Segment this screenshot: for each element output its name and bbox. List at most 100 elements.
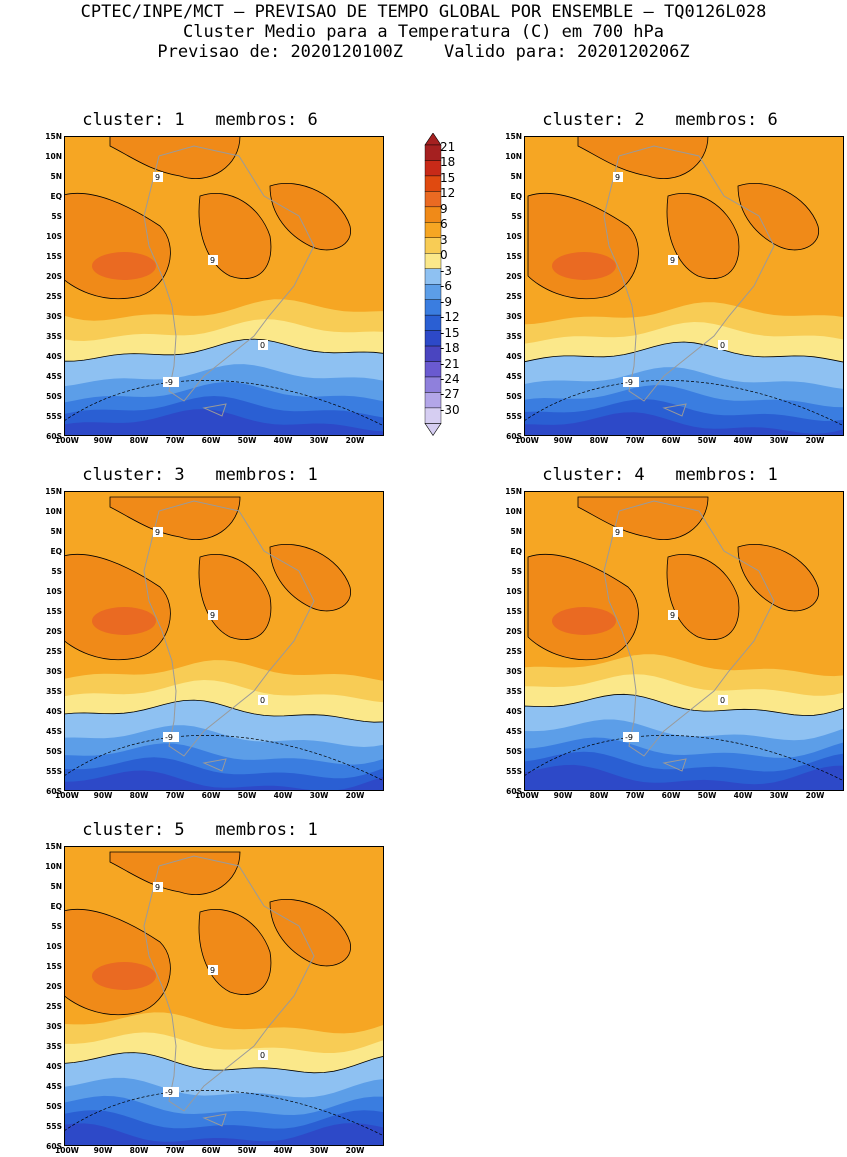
lon-tick-label: 90W [93, 791, 113, 800]
colorbar-label: 9 [440, 201, 448, 216]
lon-tick-label: 80W [589, 791, 609, 800]
panel-title: cluster: 1 membros: 6 [82, 110, 318, 130]
colorbar-label: 6 [440, 217, 448, 232]
lon-tick-label: 60W [201, 436, 221, 445]
svg-text:-9: -9 [165, 1088, 173, 1097]
svg-text:0: 0 [720, 341, 725, 350]
lat-tick-label: 15S [506, 252, 522, 261]
svg-text:-9: -9 [165, 378, 173, 387]
svg-text:-9: -9 [625, 733, 633, 742]
lon-tick-label: 40W [733, 436, 753, 445]
lat-tick-label: EQ [510, 192, 523, 201]
colorbar-label: -21 [440, 356, 460, 371]
temperature-map: 9 9 0 -9 [524, 491, 844, 791]
lon-tick-label: 20W [345, 791, 365, 800]
svg-text:9: 9 [155, 173, 160, 182]
map-panel-4: cluster: 4 membros: 1 9 9 0 -9 15N 10N 5N EQ 5S 10… [460, 465, 844, 800]
lat-tick-label: 5S [51, 922, 62, 931]
lon-tick-label: 50W [237, 436, 257, 445]
lat-tick-label: 50S [506, 747, 522, 756]
colorbar-label: 15 [440, 170, 456, 185]
lon-tick-label: 70W [165, 1146, 185, 1155]
lat-tick-label: 40S [46, 707, 62, 716]
lat-tick-label: 5N [50, 527, 63, 536]
lat-tick-label: 25S [506, 292, 522, 301]
svg-text:9: 9 [615, 528, 620, 537]
lat-tick-label: 25S [46, 1002, 62, 1011]
lon-tick-label: 30W [769, 791, 789, 800]
lat-tick-label: 50S [46, 392, 62, 401]
lat-tick-label: 30S [46, 1022, 62, 1031]
map-panel-3: cluster: 3 membros: 1 9 9 0 -9 15N 10N 5N EQ 5S 10… [0, 465, 384, 800]
lat-tick-label: 5N [50, 172, 63, 181]
lat-tick-label: 25S [506, 647, 522, 656]
lat-tick-label: EQ [50, 902, 63, 911]
lat-tick-label: 40S [46, 1062, 62, 1071]
svg-text:9: 9 [615, 173, 620, 182]
lat-tick-label: 15S [46, 607, 62, 616]
lat-tick-label: EQ [50, 192, 63, 201]
panel-title: cluster: 2 membros: 6 [542, 110, 778, 130]
lon-tick-label: 60W [201, 1146, 221, 1155]
lat-tick-label: 20S [46, 627, 62, 636]
lat-tick-label: 20S [46, 272, 62, 281]
lat-tick-label: 15N [45, 842, 62, 851]
lat-tick-label: 5N [510, 172, 523, 181]
colorbar [423, 133, 483, 443]
lat-tick-label: 50S [46, 1102, 62, 1111]
lon-tick-label: 70W [625, 436, 645, 445]
lat-tick-label: 50S [506, 392, 522, 401]
colorbar-label: 18 [440, 155, 456, 170]
lat-tick-label: 10S [506, 232, 522, 241]
svg-text:9: 9 [210, 966, 215, 975]
map-panel-1: cluster: 1 membros: 6 9 9 0 -9 15N 10N 5N EQ 5S 10… [0, 110, 384, 445]
lat-tick-label: 5N [50, 882, 63, 891]
lat-tick-label: 30S [506, 667, 522, 676]
panel-title: cluster: 4 membros: 1 [542, 465, 778, 485]
lat-tick-label: 60S [506, 787, 522, 796]
lat-tick-label: 35S [46, 687, 62, 696]
lat-tick-label: 30S [46, 667, 62, 676]
lon-tick-label: 60W [661, 436, 681, 445]
lat-tick-label: 10N [45, 862, 62, 871]
lat-tick-label: 10N [505, 152, 522, 161]
lat-tick-label: 15S [46, 252, 62, 261]
lat-tick-label: 20S [506, 272, 522, 281]
temperature-map: 9 9 0 -9 [64, 491, 384, 791]
lat-tick-label: 15N [45, 487, 62, 496]
svg-text:9: 9 [210, 611, 215, 620]
lat-tick-label: 55S [46, 767, 62, 776]
lon-tick-label: 90W [93, 1146, 113, 1155]
header-line-1: CPTEC/INPE/MCT – PREVISAO DE TEMPO GLOBA… [80, 2, 767, 22]
lat-tick-label: 10S [46, 587, 62, 596]
lat-tick-label: 30S [506, 312, 522, 321]
colorbar-label: 0 [440, 248, 448, 263]
lon-tick-label: 80W [129, 436, 149, 445]
lat-tick-label: 10S [46, 942, 62, 951]
lat-tick-label: 15N [505, 132, 522, 141]
colorbar-label: 12 [440, 186, 456, 201]
colorbar-label: -24 [440, 372, 460, 386]
svg-text:0: 0 [260, 341, 265, 350]
lon-tick-label: 70W [625, 791, 645, 800]
lon-tick-label: 20W [805, 436, 825, 445]
colorbar-label: -15 [440, 325, 460, 340]
lat-tick-label: 15N [505, 487, 522, 496]
lat-tick-label: 5S [51, 212, 62, 221]
lat-tick-label: 20S [506, 627, 522, 636]
lat-tick-label: 5S [511, 212, 522, 221]
lat-tick-label: 55S [46, 1122, 62, 1131]
lon-tick-label: 60W [661, 791, 681, 800]
lat-tick-label: 10N [45, 152, 62, 161]
lon-tick-label: 100W [55, 791, 79, 800]
panel-title: cluster: 5 membros: 1 [82, 820, 318, 840]
colorbar-label: -9 [440, 294, 452, 309]
lon-tick-label: 90W [93, 436, 113, 445]
lon-tick-label: 40W [273, 791, 293, 800]
svg-text:9: 9 [670, 611, 675, 620]
lat-tick-label: 15S [506, 607, 522, 616]
lon-tick-label: 20W [345, 436, 365, 445]
svg-text:9: 9 [210, 256, 215, 265]
svg-text:0: 0 [260, 1051, 265, 1060]
lat-tick-label: 45S [506, 727, 522, 736]
